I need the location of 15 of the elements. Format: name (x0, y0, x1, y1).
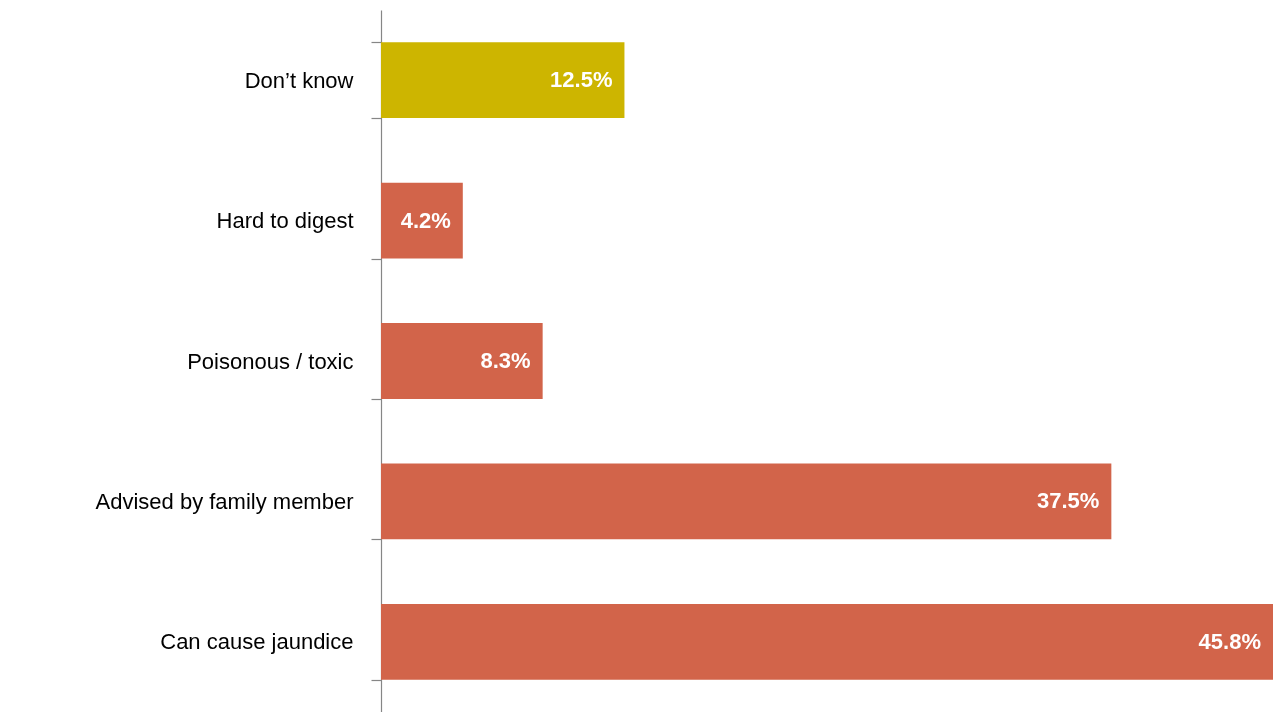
bar (381, 42, 625, 119)
y-tick-label: Don’t know (244, 67, 354, 93)
data-label: 4.2% (400, 207, 451, 233)
data-label: 8.3% (480, 348, 531, 373)
y-tick-label: Advised by family member (95, 488, 354, 514)
bar (381, 463, 1112, 540)
data-label: 45.8% (1198, 628, 1261, 654)
y-tick-label: Can cause jaundice (160, 629, 354, 655)
bar (381, 603, 1273, 680)
bar (381, 182, 463, 259)
data-label: 37.5% (1036, 488, 1100, 514)
y-tick-label: Poisonous / toxic (187, 348, 354, 374)
data-label: 12.5% (550, 67, 613, 93)
bar (381, 323, 543, 399)
y-tick-label: Hard to digest (216, 208, 354, 234)
